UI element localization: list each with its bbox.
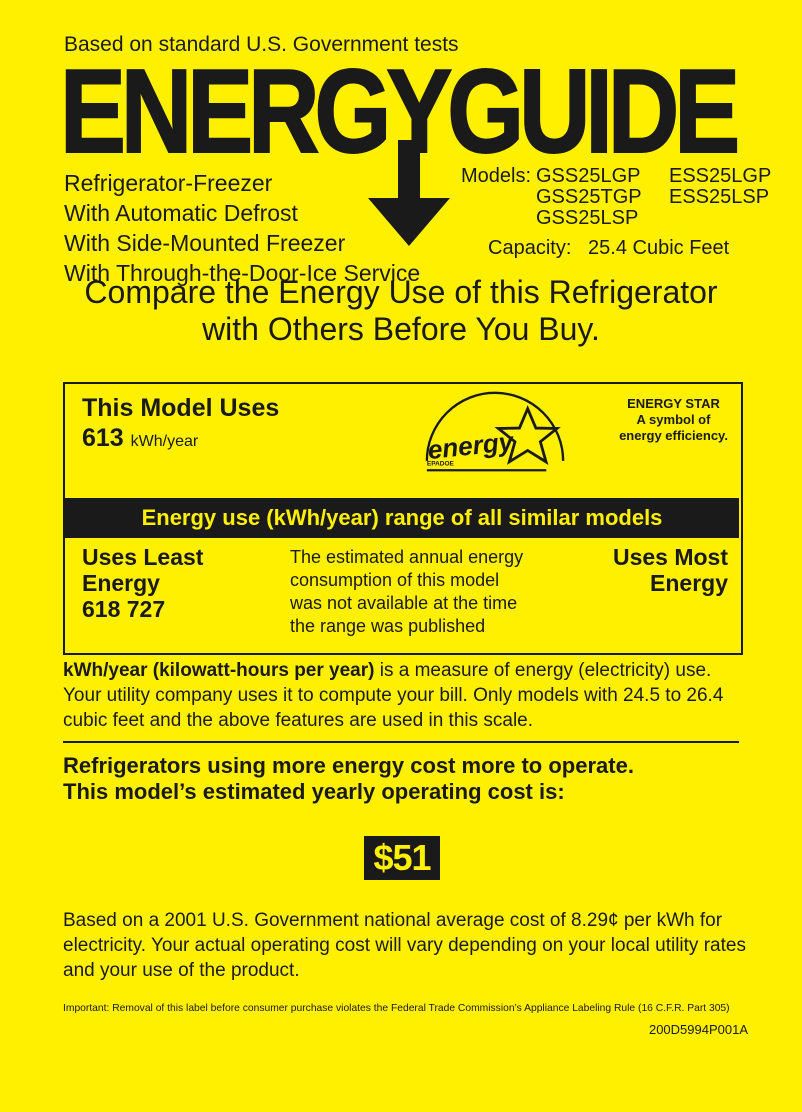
svg-text:EPADOE: EPADOE: [427, 461, 455, 468]
